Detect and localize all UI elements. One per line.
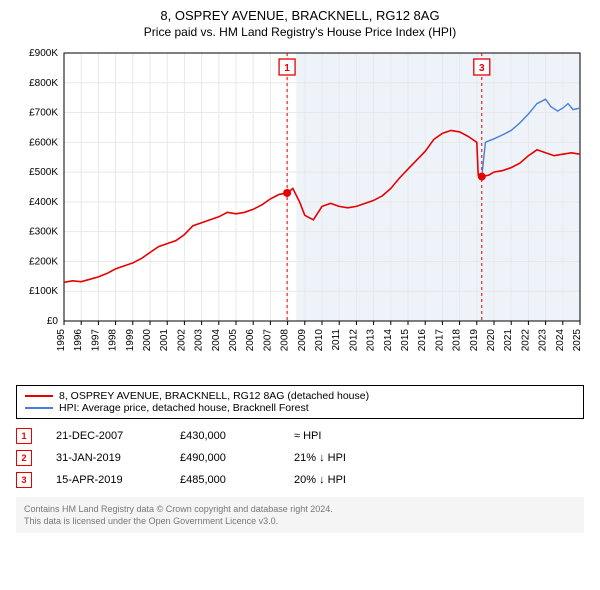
svg-text:2010: 2010 (314, 328, 325, 351)
svg-text:2014: 2014 (383, 328, 394, 351)
legend-label: 8, OSPREY AVENUE, BRACKNELL, RG12 8AG (d… (59, 390, 369, 402)
svg-text:£800K: £800K (29, 78, 58, 89)
page-subtitle: Price paid vs. HM Land Registry's House … (10, 25, 590, 39)
svg-text:2001: 2001 (159, 328, 170, 351)
svg-text:2025: 2025 (572, 328, 583, 351)
svg-text:1999: 1999 (125, 328, 136, 351)
legend-swatch (25, 395, 53, 397)
sale-marker-icon: 2 (16, 450, 32, 466)
legend: 8, OSPREY AVENUE, BRACKNELL, RG12 8AG (d… (16, 385, 584, 419)
svg-text:2002: 2002 (176, 328, 187, 351)
page-title: 8, OSPREY AVENUE, BRACKNELL, RG12 8AG (10, 8, 590, 25)
svg-text:£500K: £500K (29, 167, 58, 178)
footer-line-1: Contains HM Land Registry data © Crown c… (24, 503, 576, 515)
svg-text:2021: 2021 (503, 328, 514, 351)
sale-row: 2 31-JAN-2019 £490,000 21% ↓ HPI (16, 447, 584, 469)
legend-label: HPI: Average price, detached house, Brac… (59, 402, 309, 414)
legend-swatch (25, 407, 53, 409)
svg-text:2003: 2003 (194, 328, 205, 351)
sale-row: 3 15-APR-2019 £485,000 20% ↓ HPI (16, 469, 584, 491)
svg-text:£600K: £600K (29, 137, 58, 148)
svg-text:1998: 1998 (108, 328, 119, 351)
svg-text:£300K: £300K (29, 227, 58, 238)
svg-text:£0: £0 (47, 316, 59, 327)
svg-text:2007: 2007 (262, 328, 273, 351)
svg-text:2019: 2019 (469, 328, 480, 351)
svg-text:2004: 2004 (211, 328, 222, 351)
data-attribution: Contains HM Land Registry data © Crown c… (16, 497, 584, 533)
svg-text:2022: 2022 (520, 328, 531, 351)
sale-date: 21-DEC-2007 (56, 430, 156, 442)
sale-price: £485,000 (180, 474, 270, 486)
svg-text:2011: 2011 (331, 328, 342, 350)
svg-text:1997: 1997 (90, 328, 101, 351)
legend-row: HPI: Average price, detached house, Brac… (25, 402, 575, 414)
svg-text:£900K: £900K (29, 48, 58, 59)
sale-vs-hpi: 20% ↓ HPI (294, 474, 404, 486)
svg-text:2016: 2016 (417, 328, 428, 351)
svg-text:2005: 2005 (228, 328, 239, 351)
sale-price: £490,000 (180, 452, 270, 464)
svg-text:2006: 2006 (245, 328, 256, 351)
svg-text:£200K: £200K (29, 256, 58, 267)
svg-text:2000: 2000 (142, 328, 153, 351)
svg-text:2023: 2023 (538, 328, 549, 351)
sale-price: £430,000 (180, 430, 270, 442)
svg-text:2024: 2024 (555, 328, 566, 351)
svg-text:2009: 2009 (297, 328, 308, 351)
sales-table: 1 21-DEC-2007 £430,000 ≈ HPI 2 31-JAN-2019 £49… (16, 425, 584, 491)
sale-marker-icon: 3 (16, 472, 32, 488)
footer-line-2: This data is licensed under the Open Gov… (24, 515, 576, 527)
sale-date: 15-APR-2019 (56, 474, 156, 486)
svg-text:1995: 1995 (56, 328, 67, 351)
svg-text:£100K: £100K (29, 286, 58, 297)
svg-text:2015: 2015 (400, 328, 411, 351)
legend-row: 8, OSPREY AVENUE, BRACKNELL, RG12 8AG (d… (25, 390, 575, 402)
price-chart: £0 £100K £200K £300K £400K £500K £600K £700K £80… (10, 45, 590, 375)
svg-text:1: 1 (284, 63, 290, 74)
svg-text:2012: 2012 (348, 328, 359, 351)
svg-text:£700K: £700K (29, 107, 58, 118)
svg-text:1996: 1996 (73, 328, 84, 351)
svg-text:£400K: £400K (29, 197, 58, 208)
svg-text:2017: 2017 (434, 328, 445, 351)
svg-text:3: 3 (479, 63, 485, 74)
svg-text:2020: 2020 (486, 328, 497, 351)
sale-marker-icon: 1 (16, 428, 32, 444)
sale-vs-hpi: 21% ↓ HPI (294, 452, 404, 464)
svg-text:2008: 2008 (280, 328, 291, 351)
sale-vs-hpi: ≈ HPI (294, 430, 404, 442)
sale-row: 1 21-DEC-2007 £430,000 ≈ HPI (16, 425, 584, 447)
sale-date: 31-JAN-2019 (56, 452, 156, 464)
svg-text:2018: 2018 (452, 328, 463, 351)
svg-text:2013: 2013 (366, 328, 377, 351)
